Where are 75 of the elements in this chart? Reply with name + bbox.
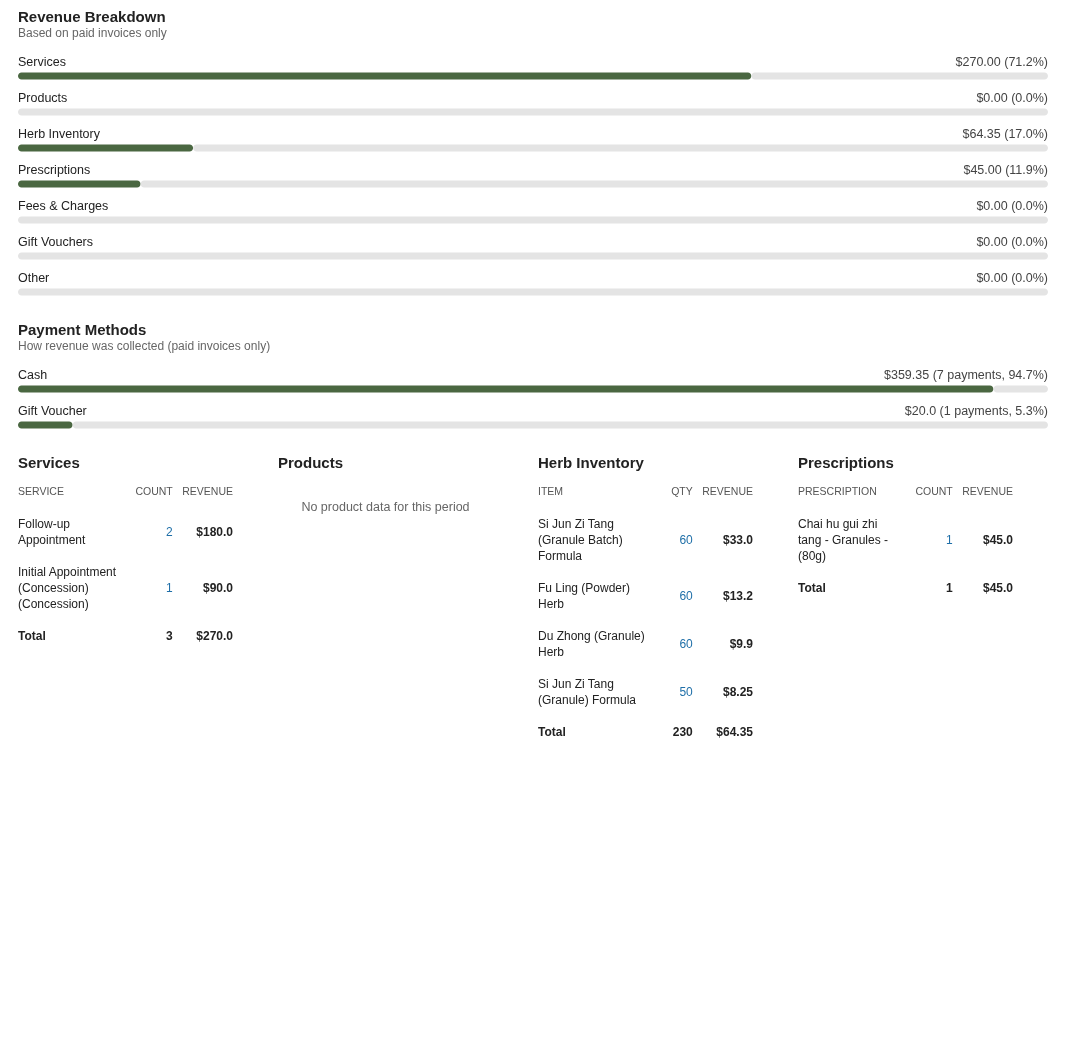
chart-subtitle: Based on paid invoices only (18, 26, 167, 40)
bar (18, 144, 194, 152)
y-tick-label: Services (18, 55, 66, 69)
text: 1 (166, 581, 174, 595)
text: $64.35 (716, 725, 754, 739)
text: Du Zhong (Granule) Herb (538, 629, 645, 659)
bar (140, 180, 1048, 188)
bar (18, 252, 1048, 260)
y-tick-label: Herb Inventory (18, 127, 101, 141)
text: 60 (679, 589, 694, 603)
bar (18, 216, 1048, 224)
text: 1 (946, 533, 954, 547)
annotation: $0.00 (0.0%) (976, 235, 1048, 249)
text: Fu Ling (Powder) Herb (538, 581, 631, 611)
bar (18, 72, 752, 80)
text: $90.0 (202, 581, 234, 595)
bar (18, 108, 1048, 116)
text: 3 (166, 629, 174, 643)
text: $8.25 (722, 685, 754, 699)
y-tick-label: Prescriptions (18, 163, 91, 177)
annotation: $0.00 (0.0%) (976, 199, 1048, 213)
bar (193, 144, 1048, 152)
bar (751, 72, 1048, 80)
text: Total (798, 581, 826, 595)
y-tick-label: Gift Voucher (18, 404, 87, 418)
category-label: COUNT (915, 485, 954, 497)
text: 2 (166, 525, 174, 539)
text: Total (18, 629, 46, 643)
text: Follow-up Appointment (18, 517, 87, 547)
annotation: $45.00 (11.9%) (963, 163, 1048, 177)
annotation: $64.35 (17.0%) (962, 127, 1048, 141)
chart-title: Revenue Breakdown (18, 8, 166, 25)
annotation: $0.00 (0.0%) (976, 271, 1048, 285)
text: 1 (946, 581, 954, 595)
text: $13.2 (722, 589, 754, 603)
text: $180.0 (196, 525, 234, 539)
text: No product data for this period (301, 500, 470, 514)
text: Initial Appointment (Concession) (Concession) (18, 565, 117, 611)
text: Prescriptions (798, 454, 894, 471)
category-label: REVENUE (702, 485, 753, 497)
text: 230 (672, 725, 694, 739)
bar (18, 180, 141, 188)
category-label: REVENUE (182, 485, 233, 497)
annotation: $0.00 (0.0%) (976, 91, 1048, 105)
y-tick-label: Cash (18, 368, 48, 382)
text: Chai hu gui zhi tang - Granules - (80g) (798, 517, 889, 563)
y-tick-label: Other (18, 271, 50, 285)
annotation: $359.35 (7 payments, 94.7%) (884, 368, 1048, 382)
text: $33.0 (722, 533, 754, 547)
text: Herb Inventory (538, 454, 645, 471)
category-label: COUNT (135, 485, 174, 497)
y-tick-label: Fees & Charges (18, 199, 109, 213)
category-label: SERVICE (18, 485, 64, 497)
category-label: QTY (671, 485, 693, 497)
text: Products (278, 454, 344, 471)
bar (18, 288, 1048, 296)
text: 60 (679, 637, 694, 651)
annotation: $20.0 (1 payments, 5.3%) (904, 404, 1048, 418)
y-tick-label: Gift Vouchers (18, 235, 94, 249)
category-label: REVENUE (962, 485, 1013, 497)
text: $270.0 (196, 629, 234, 643)
text: 50 (679, 685, 694, 699)
text: $45.0 (982, 533, 1014, 547)
annotation: $270.00 (71.2%) (955, 55, 1048, 69)
text: Si Jun Zi Tang (Granule Batch) Formula (538, 517, 623, 563)
chart-subtitle: How revenue was collected (paid invoices only) (18, 339, 271, 353)
category-label: PRESCRIPTION (798, 485, 877, 497)
y-tick-label: Products (18, 91, 68, 105)
text: $9.9 (729, 637, 754, 651)
chart-title: Payment Methods (18, 321, 147, 338)
text: $45.0 (982, 581, 1014, 595)
text: Total (538, 725, 566, 739)
category-label: ITEM (538, 485, 564, 497)
text: 60 (679, 533, 694, 547)
text: Si Jun Zi Tang (Granule) Formula (538, 677, 637, 707)
